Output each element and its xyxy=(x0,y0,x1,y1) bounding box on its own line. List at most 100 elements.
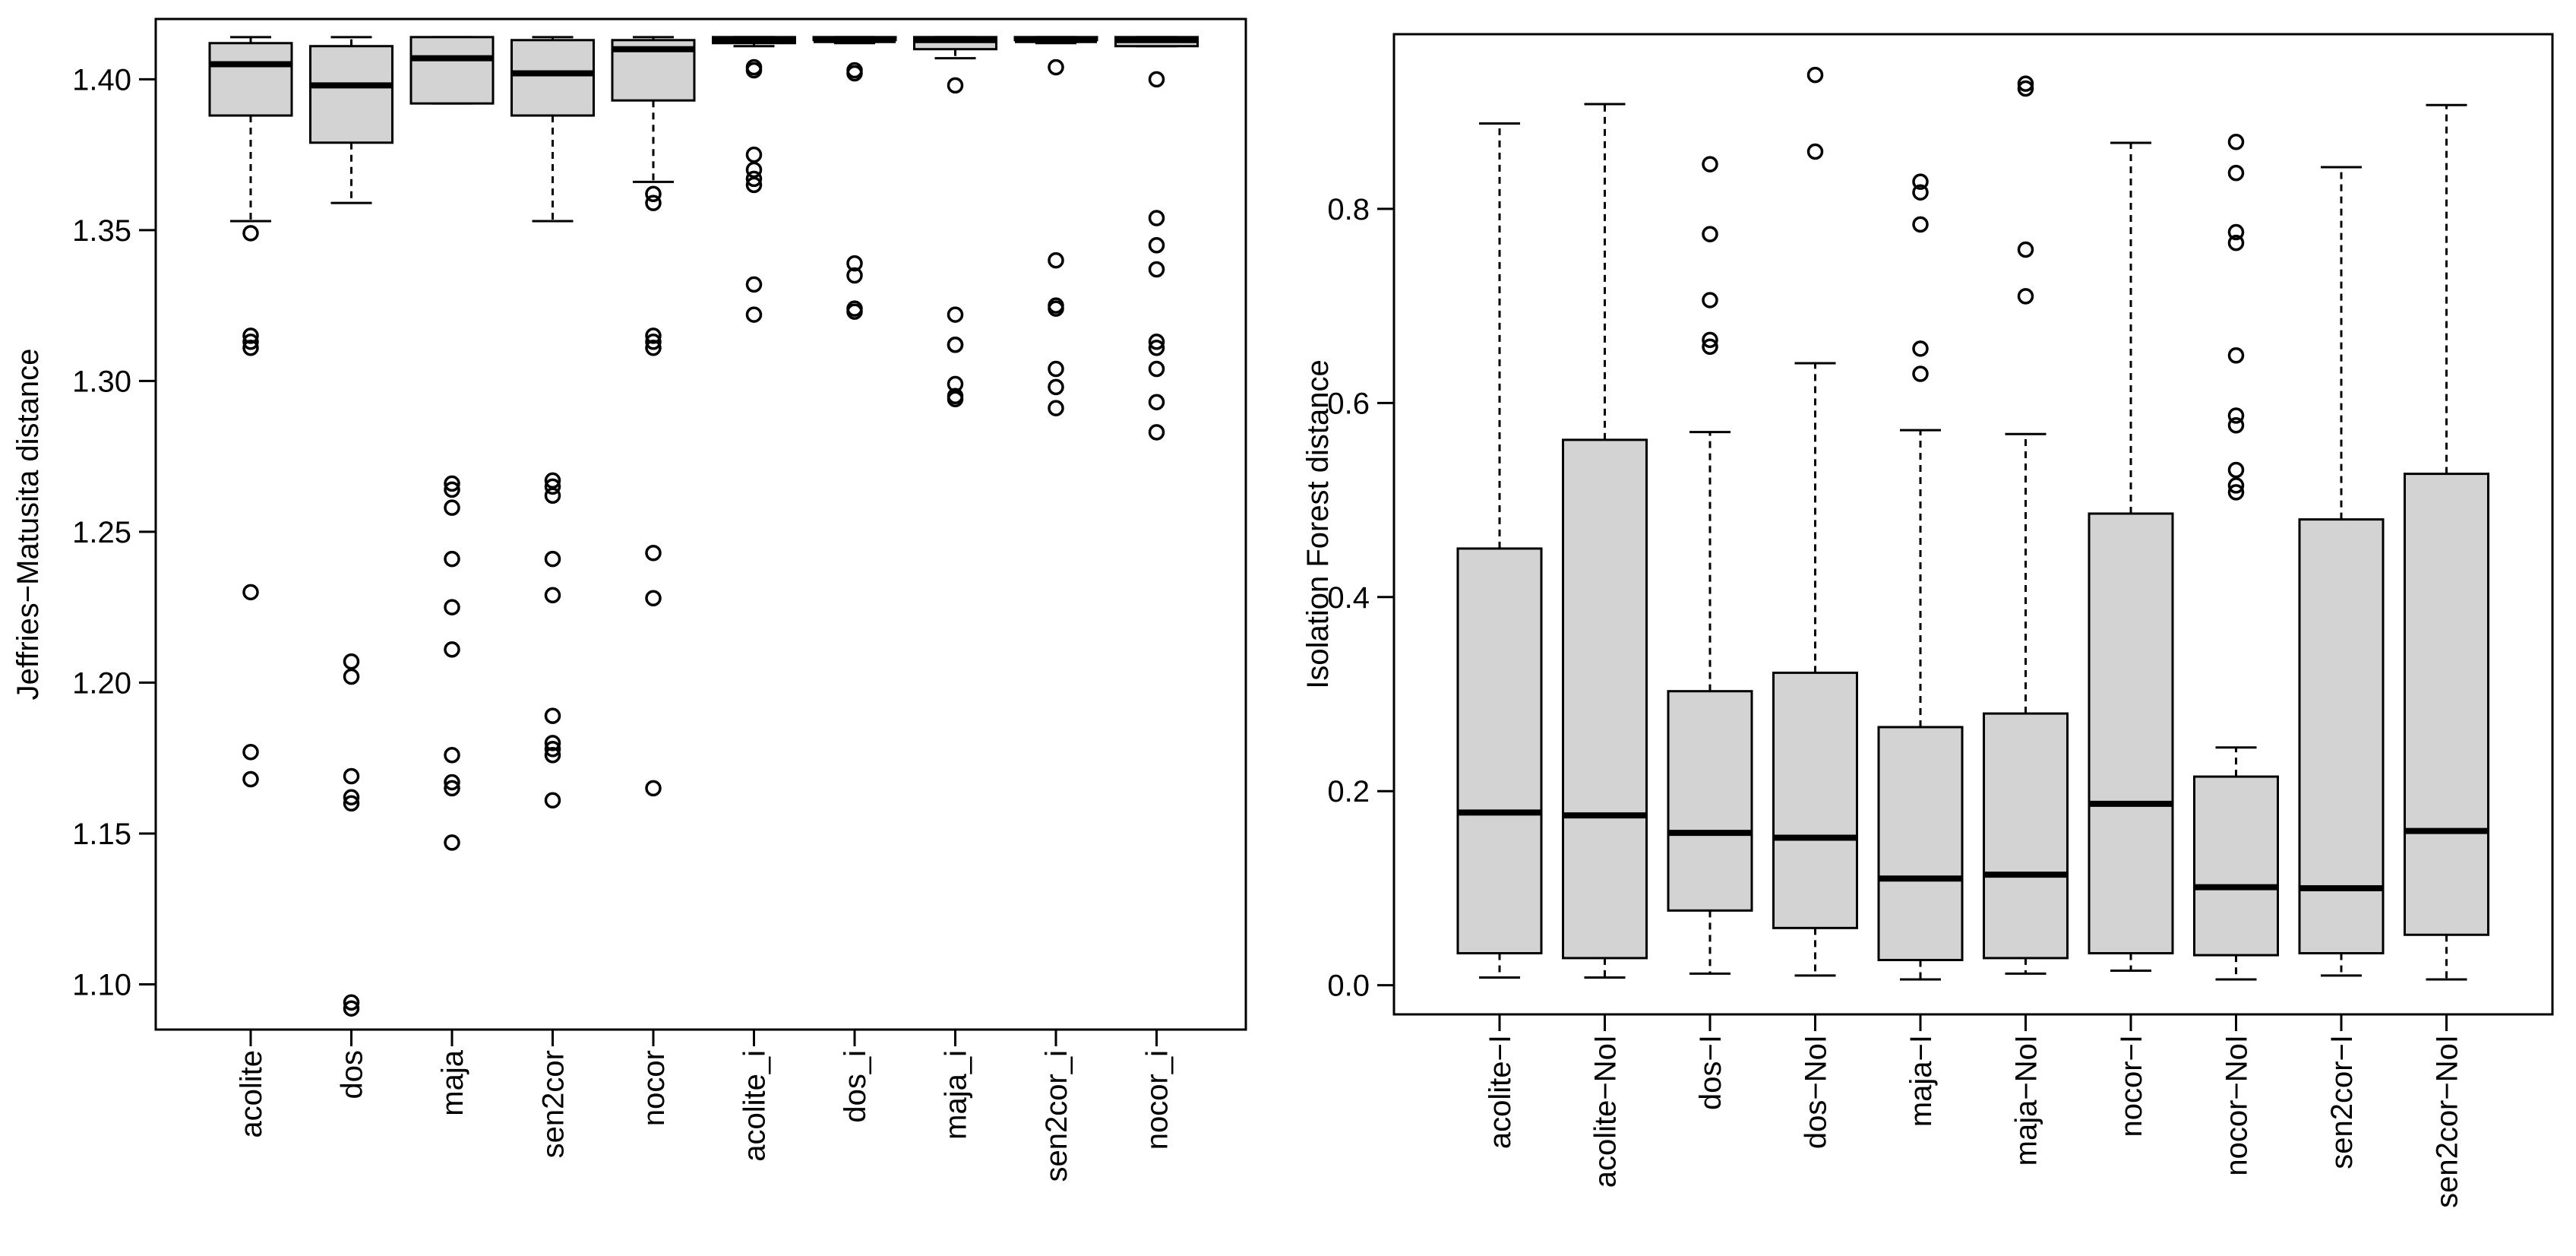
iqr-box xyxy=(1877,726,1964,961)
outlier-point xyxy=(544,487,561,505)
outlier-point xyxy=(947,337,964,353)
outlier-point xyxy=(1912,184,1929,201)
outlier-point xyxy=(343,789,360,806)
box-dos−NoI xyxy=(1772,66,1858,977)
x-tick-label: nocor−NoI xyxy=(2220,1035,2254,1176)
outlier-point xyxy=(242,225,259,242)
outlier-point xyxy=(1702,156,1718,172)
box-maja xyxy=(409,36,495,851)
box-maja−I xyxy=(1877,173,1964,981)
y-tick-label: 0.6 xyxy=(1327,387,1370,420)
box-nocor xyxy=(611,36,696,797)
outlier-point xyxy=(343,653,360,670)
box-acolite_i xyxy=(712,36,796,323)
iqr-box xyxy=(1456,547,1543,955)
outlier-point xyxy=(645,780,662,797)
outlier-point xyxy=(1912,173,1929,190)
outlier-point xyxy=(645,334,662,350)
box-dos_i xyxy=(812,36,897,320)
outlier-point xyxy=(745,62,763,79)
outlier-point xyxy=(2227,134,2245,150)
x-tick-label: nocor_i xyxy=(1141,1050,1174,1150)
outlier-point xyxy=(444,475,460,492)
y-tick-label: 0.4 xyxy=(1327,581,1370,615)
outlier-point xyxy=(2017,75,2034,92)
left-panel: Jeffries−Matusita distance 1.101.151.201… xyxy=(11,17,1247,1182)
iqr-box xyxy=(208,42,293,117)
outlier-point xyxy=(242,327,259,344)
y-tick-label: 1.15 xyxy=(72,818,131,851)
box-acolite−NoI xyxy=(1562,103,1648,979)
right-plot-frame xyxy=(1392,33,2554,1016)
outlier-point xyxy=(1048,59,1064,76)
iqr-box xyxy=(1667,690,1753,912)
outlier-point xyxy=(2227,484,2245,501)
y-tick-label: 1.30 xyxy=(72,365,131,398)
outlier-point xyxy=(544,472,561,489)
outlier-point xyxy=(2227,347,2245,364)
outlier-point xyxy=(645,339,662,356)
iqr-box xyxy=(309,45,394,144)
iqr-box xyxy=(409,36,495,105)
outlier-point xyxy=(242,584,259,601)
outlier-point xyxy=(1148,360,1165,378)
box-sen2cor−I xyxy=(2298,166,2385,977)
x-tick-label: maja−I xyxy=(1904,1035,1938,1127)
outlier-point xyxy=(1048,252,1064,269)
left-plot-frame xyxy=(154,17,1247,1031)
outlier-point xyxy=(444,834,460,851)
outlier-point xyxy=(2017,80,2034,97)
outlier-point xyxy=(947,391,964,407)
outlier-point xyxy=(544,792,561,809)
x-tick-label: acolite−I xyxy=(1484,1035,1517,1149)
outlier-point xyxy=(544,746,561,764)
outlier-point xyxy=(444,746,460,764)
outlier-point xyxy=(947,306,964,323)
y-tick-label: 1.35 xyxy=(72,214,131,248)
outlier-point xyxy=(745,146,763,163)
x-tick-label: sen2cor_i xyxy=(1040,1050,1073,1182)
outlier-point xyxy=(1148,339,1165,356)
outlier-point xyxy=(242,770,259,788)
outlier-point xyxy=(745,176,763,194)
outlier-point xyxy=(1148,71,1165,88)
x-tick-label: nocor xyxy=(637,1050,671,1126)
outlier-point xyxy=(444,481,460,498)
left-boxes xyxy=(208,36,1199,1017)
iqr-box xyxy=(1772,671,1858,929)
outlier-point xyxy=(846,267,863,284)
iqr-box xyxy=(1562,438,1648,960)
outlier-point xyxy=(1912,365,1929,382)
outlier-point xyxy=(444,774,460,791)
left-y-axis: 1.10 1.15 1.20 1.25 1.30 1.35 1.40 xyxy=(72,63,156,1001)
outlier-point xyxy=(2227,477,2245,494)
outlier-point xyxy=(2227,407,2245,424)
x-tick-label: nocor−I xyxy=(2115,1035,2148,1137)
x-tick-label: acolite_i xyxy=(738,1050,772,1162)
outlier-point xyxy=(544,478,561,495)
box-nocor_i xyxy=(1114,36,1199,441)
outlier-point xyxy=(343,668,360,685)
box-acolite xyxy=(208,36,293,788)
outlier-point xyxy=(1702,292,1718,308)
outlier-point xyxy=(645,185,662,203)
outlier-point xyxy=(745,306,763,323)
y-tick-label: 1.10 xyxy=(72,968,131,1001)
x-tick-label: dos xyxy=(336,1050,369,1099)
y-tick-label: 0.2 xyxy=(1327,775,1370,808)
left-x-axis: acolite dos maja sen2cor nocor acolite_i dos_i… xyxy=(235,1030,1174,1182)
outlier-point xyxy=(2227,223,2245,241)
x-tick-label: sen2cor−NoI xyxy=(2431,1035,2464,1208)
outlier-point xyxy=(1702,331,1718,349)
outlier-point xyxy=(947,77,964,94)
iqr-box xyxy=(2298,518,2385,955)
outlier-point xyxy=(947,375,964,393)
outlier-point xyxy=(1912,216,1929,233)
outlier-point xyxy=(745,170,763,188)
box-nocor−NoI xyxy=(2193,134,2279,981)
box-acolite−I xyxy=(1456,122,1543,979)
x-tick-label: sen2cor xyxy=(537,1050,571,1158)
x-tick-label: dos−NoI xyxy=(1800,1035,1833,1149)
outlier-point xyxy=(2227,416,2245,434)
right-y-axis: 0.0 0.2 0.4 0.6 0.8 xyxy=(1327,193,1394,1003)
